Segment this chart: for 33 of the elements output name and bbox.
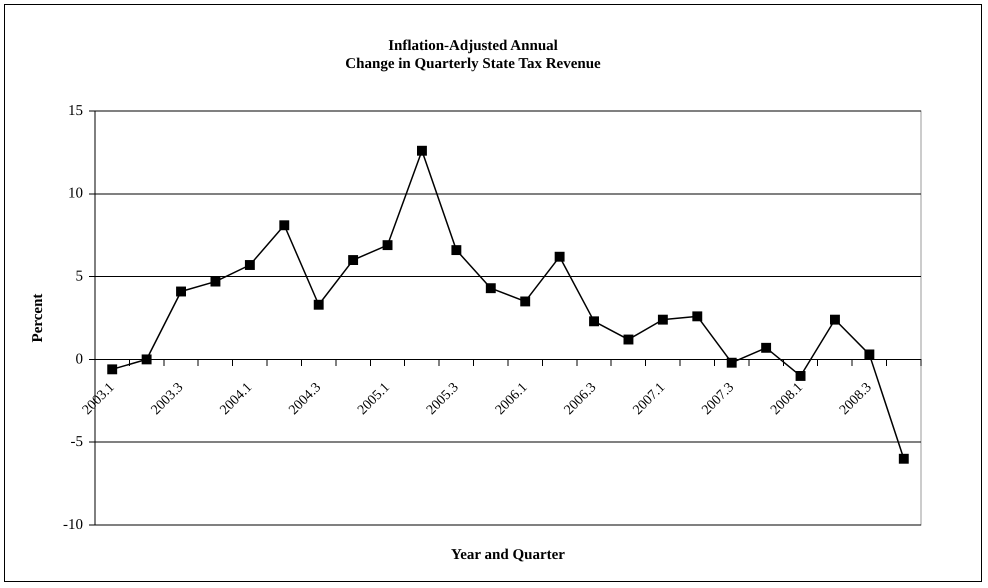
point: [726, 358, 737, 368]
y-tick-label: -10: [62, 516, 83, 533]
point: [142, 354, 152, 364]
point: [176, 286, 186, 296]
y-tick-label: -5: [70, 434, 83, 450]
point: [864, 349, 874, 360]
point: [244, 260, 255, 270]
point: [761, 342, 772, 353]
point: [314, 300, 324, 310]
point: [382, 240, 392, 250]
point: [417, 146, 427, 156]
point: [451, 245, 462, 256]
point: [796, 371, 806, 381]
point: [554, 252, 565, 262]
point: [210, 276, 220, 287]
point: [107, 364, 118, 374]
y-tick-label: 15: [68, 102, 83, 119]
point: [279, 220, 290, 230]
point: [692, 311, 702, 322]
point: [520, 296, 530, 306]
y-tick-label: 5: [75, 268, 83, 285]
point: [589, 316, 599, 326]
x-axis-title: Year and Quarter: [451, 546, 566, 563]
point: [898, 454, 909, 464]
point: [486, 283, 496, 294]
point: [348, 255, 358, 265]
point: [658, 314, 668, 325]
point: [830, 314, 840, 325]
y-tick-label: 10: [68, 186, 83, 202]
chart-title: Inflation-Adjusted Annual Change in Quarterly State Tax Revenue: [345, 38, 602, 72]
point: [624, 334, 634, 344]
y-axis-title: Percent: [30, 294, 46, 342]
y-tick-label: 0: [75, 351, 83, 368]
